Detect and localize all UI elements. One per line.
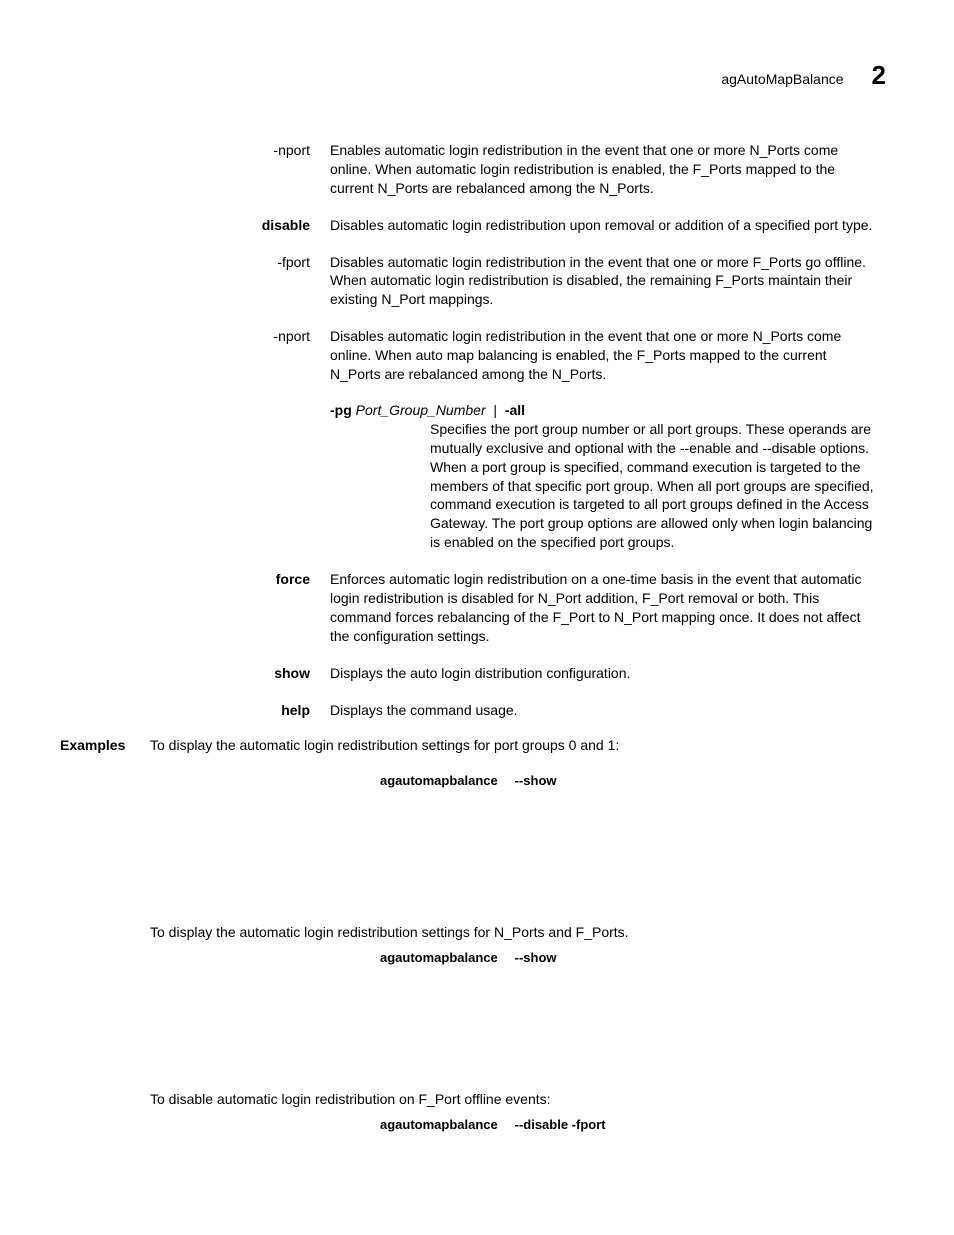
param-term: help [150, 701, 330, 720]
param-row: show Displays the auto login distributio… [150, 664, 894, 683]
param-desc: Disables automatic login redistribution … [330, 253, 894, 310]
body: -nport Enables automatic login redistrib… [60, 141, 894, 1132]
code-cmd: agautomapbalance [380, 950, 498, 965]
code-arg: --disable -fport [515, 1117, 606, 1132]
pg-arg: Port_Group_Number [356, 402, 486, 418]
pg-disable: --disable [762, 440, 816, 456]
page: agAutoMapBalance 2 -nport Enables automa… [0, 0, 954, 1235]
header-title: agAutoMapBalance [721, 71, 843, 87]
example-intro: To display the automatic login redistrib… [150, 737, 894, 753]
param-term: show [150, 664, 330, 683]
param-row: -nport Disables automatic login redistri… [150, 327, 894, 384]
param-term: -nport [150, 141, 330, 160]
param-desc: Disables automatic login redistribution … [330, 216, 894, 235]
pg-flag: -pg [330, 402, 352, 418]
param-row: -nport Enables automatic login redistrib… [150, 141, 894, 198]
pg-term-line: -pg Port_Group_Number | -all [150, 402, 894, 418]
param-desc: Displays the auto login distribution con… [330, 664, 894, 683]
param-desc: Displays the command usage. [330, 701, 894, 720]
code-cmd: agautomapbalance [380, 1117, 498, 1132]
code-cmd: agautomapbalance [380, 773, 498, 788]
param-term: -nport [150, 327, 330, 346]
pg-sep: | [493, 402, 497, 418]
param-row: help Displays the command usage. [150, 701, 894, 720]
pg-and: and [731, 440, 762, 456]
header-chapter: 2 [872, 60, 886, 91]
examples-label: Examples [60, 737, 150, 753]
output-gap [150, 794, 894, 924]
pg-all: -all [505, 402, 525, 418]
param-row: -fport Disables automatic login redistri… [150, 253, 894, 310]
param-row: disable Disables automatic login redistr… [150, 216, 894, 235]
example-intro: To disable automatic login redistributio… [150, 1091, 894, 1107]
examples-row: Examples To display the automatic login … [60, 737, 894, 763]
code-line: agautomapbalance --disable -fport [150, 1117, 894, 1132]
pg-desc: Specifies the port group number or all p… [150, 420, 894, 552]
param-desc: Enables automatic login redistribution i… [330, 141, 894, 198]
param-term: disable [150, 216, 330, 235]
code-arg: --show [515, 773, 557, 788]
param-term: -fport [150, 253, 330, 272]
page-header: agAutoMapBalance 2 [60, 60, 894, 91]
pg-desc-post: options. When a port group is specified,… [430, 440, 874, 550]
output-gap [150, 971, 894, 1091]
example-intro: To display the automatic login redistrib… [150, 924, 894, 940]
param-desc: Disables automatic login redistribution … [330, 327, 894, 384]
code-line: agautomapbalance --show [150, 773, 894, 788]
code-arg: --show [515, 950, 557, 965]
param-row: force Enforces automatic login redistrib… [150, 570, 894, 646]
param-term: force [150, 570, 330, 589]
code-line: agautomapbalance --show [150, 950, 894, 965]
examples-body: To display the automatic login redistrib… [150, 737, 894, 763]
pg-enable: --enable [680, 440, 731, 456]
param-desc: Enforces automatic login redistribution … [330, 570, 894, 646]
